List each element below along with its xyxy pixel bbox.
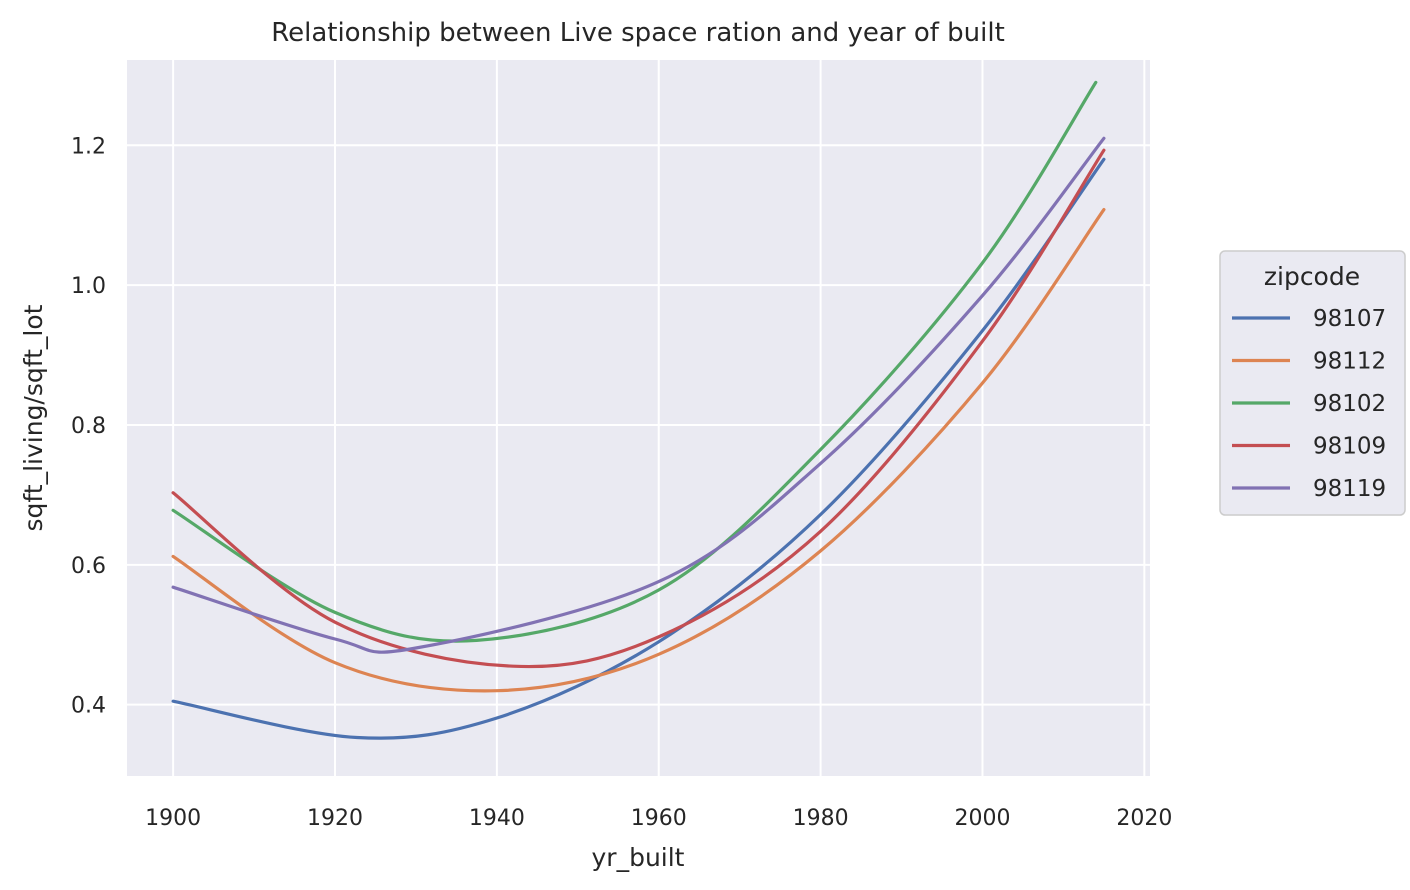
x-tick-label: 1960 xyxy=(631,806,687,831)
legend-label-98119: 98119 xyxy=(1313,476,1386,502)
chart-title: Relationship between Live space ration a… xyxy=(271,18,1005,48)
plot-area xyxy=(127,60,1150,776)
series-line-98119 xyxy=(171,136,1106,654)
series-line-98102 xyxy=(171,80,1098,643)
series-line-98109 xyxy=(171,148,1106,669)
x-tick-label: 2000 xyxy=(954,806,1010,831)
series-line-98112 xyxy=(171,208,1106,693)
y-tick-label: 0.6 xyxy=(71,554,106,579)
series-lines xyxy=(171,80,1106,740)
x-tick-labels: 1900 1920 1940 1960 1980 2000 2020 xyxy=(145,806,1172,831)
y-tick-label: 1.2 xyxy=(71,134,106,159)
x-tick-label: 1980 xyxy=(793,806,849,831)
y-tick-labels: 0.4 0.6 0.8 1.0 1.2 xyxy=(71,134,106,718)
x-tick-label: 2020 xyxy=(1116,806,1172,831)
x-tick-label: 1940 xyxy=(469,806,525,831)
legend-title: zipcode xyxy=(1264,262,1360,291)
x-axis-label: yr_built xyxy=(592,843,685,872)
legend: zipcode 98107 98112 98102 98109 98119 xyxy=(1219,250,1406,516)
y-tick-label: 0.4 xyxy=(71,694,106,719)
legend-label-98107: 98107 xyxy=(1313,306,1386,332)
x-tick-label: 1900 xyxy=(145,806,201,831)
legend-label-98112: 98112 xyxy=(1313,349,1386,375)
gridlines xyxy=(127,60,1150,776)
y-tick-label: 0.8 xyxy=(71,414,106,439)
legend-label-98102: 98102 xyxy=(1313,391,1386,417)
y-axis-label: sqft_living/sqft_lot xyxy=(19,304,48,531)
legend-label-98109: 98109 xyxy=(1313,434,1386,460)
x-tick-label: 1920 xyxy=(307,806,363,831)
legend-items: 98107 98112 98102 98109 98119 xyxy=(1232,306,1386,502)
y-tick-label: 1.0 xyxy=(71,274,106,299)
